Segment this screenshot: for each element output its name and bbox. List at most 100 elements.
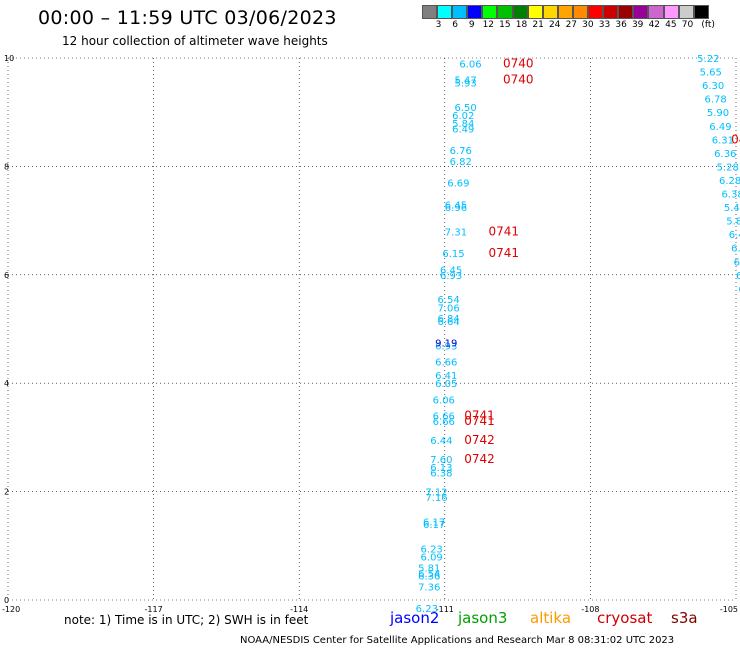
wave-height-value: 6.75	[736, 271, 740, 282]
color-scale-label: 6	[452, 20, 458, 30]
wave-height-value: 6.31	[712, 135, 734, 146]
credit-footer: NOAA/NESDIS Center for Satellite Applica…	[240, 635, 675, 646]
wave-height-value: 6.06	[433, 395, 455, 406]
wave-height-value: 9.19	[435, 339, 457, 350]
color-swatch	[618, 5, 634, 19]
wave-height-value: 5.28	[717, 162, 739, 173]
wave-height-value: 6.66	[435, 358, 457, 369]
wave-height-value: 6.17	[423, 520, 445, 531]
satellite-legend-jason3: jason3	[458, 609, 508, 627]
wave-height-value: 7.36	[418, 582, 440, 593]
wave-height-value: 6.05	[435, 379, 457, 390]
color-scale-label: 24	[548, 20, 561, 30]
wave-height-value: 6.54	[418, 569, 440, 580]
pass-time-label: 0741	[488, 246, 519, 260]
color-swatch	[482, 5, 498, 19]
wave-height-value: 6.61	[738, 284, 740, 295]
satellite-legend-s3a: s3a	[671, 609, 698, 627]
color-swatch	[693, 5, 709, 19]
color-scale-label: 36	[615, 20, 627, 30]
color-swatch	[512, 5, 528, 19]
color-scale-label: 27	[565, 20, 578, 30]
wave-height-value: 5.65	[700, 68, 722, 79]
wave-height-value: 6.23	[416, 604, 438, 615]
color-swatch	[467, 5, 483, 19]
satellite-legend-jason2: jason2	[390, 609, 440, 627]
wave-height-value: 6.12	[731, 244, 740, 255]
pass-time-label: 0742	[464, 433, 495, 447]
pass-time-label: 0741	[464, 414, 495, 428]
wave-height-value: 5.84	[452, 119, 474, 130]
wave-height-value: 6.06	[459, 59, 481, 70]
wave-height-value: 6.02	[452, 111, 474, 122]
wave-height-value: 6.45	[445, 200, 467, 211]
color-scale-label: 39	[631, 20, 644, 30]
y-tick-label: 0	[4, 596, 9, 605]
color-scale-swatches	[422, 5, 740, 19]
y-tick-label: 2	[4, 488, 9, 497]
wave-height-value: 6.13	[430, 463, 452, 474]
wave-height-value: 6.66	[433, 412, 455, 423]
x-tick-label: -108	[581, 605, 599, 614]
color-swatch	[452, 5, 468, 19]
wave-height-value: 6.66	[433, 417, 455, 428]
color-scale-labels: 3 6 9 12 15 18 21 24 27 30 33 36 39 42 45 70 (ft)	[422, 19, 740, 33]
wave-height-value: 5.47	[455, 76, 477, 87]
axis-ticks: -120 -117 -114 -111 -108 -105 0 2 4 6 8 10	[2, 54, 738, 614]
wave-height-value: 6.38	[721, 190, 740, 201]
wave-height-value: 6.41	[435, 371, 457, 382]
y-tick-label: 6	[4, 271, 9, 280]
color-scale-bar: 3 6 9 12 15 18 21 24 27 30 33 36 39 42 45 70 (ft)	[422, 5, 740, 33]
wave-height-value: 6.82	[450, 157, 472, 168]
color-swatch	[437, 5, 453, 19]
color-scale-label: 42	[648, 20, 661, 30]
x-tick-label: -120	[2, 605, 20, 614]
color-scale-label: 12	[482, 20, 495, 30]
wave-height-value: 7.06	[438, 303, 460, 314]
wave-height-value: 5.81	[418, 563, 440, 574]
x-tick-label: -111	[436, 605, 454, 614]
chart-subtitle: 12 hour collection of altimeter wave hei…	[62, 34, 328, 48]
y-tick-label: 4	[4, 379, 9, 388]
plot-grid	[7, 57, 737, 601]
color-swatch	[497, 5, 513, 19]
wave-height-value: 6.64	[438, 317, 460, 328]
wave-height-value: 6.36	[418, 572, 440, 583]
color-swatch	[633, 5, 649, 19]
wave-height-value: 6.49	[452, 124, 474, 135]
wave-height-value: 7.16	[425, 493, 447, 504]
wave-height-value: 6.09	[421, 553, 443, 564]
color-scale-label: 15	[499, 20, 511, 30]
pass-time-label: 0742	[464, 452, 495, 466]
wave-height-value: 6.36	[714, 149, 736, 160]
color-swatch	[588, 5, 604, 19]
color-scale-label: 33	[598, 20, 611, 30]
wave-height-value: 6.84	[438, 314, 460, 325]
wave-height-value: 5.93	[455, 78, 477, 89]
wave-height-value: 6.44	[430, 436, 452, 447]
color-swatch	[572, 5, 589, 19]
wave-height-value: 6.49	[709, 122, 731, 133]
pass-time-label: 0741	[464, 409, 495, 423]
color-swatch	[557, 5, 573, 19]
color-scale-label: 45	[665, 20, 677, 30]
wave-height-value: 6.15	[442, 249, 464, 260]
satellite-legend-cryosat: cryosat	[597, 609, 653, 627]
wave-height-value: 6.45	[440, 265, 462, 276]
x-tick-label: -114	[290, 605, 308, 614]
color-scale-label: 9	[468, 20, 475, 30]
wave-height-value: 6.54	[438, 295, 460, 306]
pass-time-label: 0740	[503, 73, 534, 87]
wave-height-value: 6.93	[440, 271, 462, 282]
color-swatch	[663, 5, 679, 19]
y-tick-label: 10	[4, 54, 14, 63]
wave-height-value: 6.38	[430, 469, 452, 480]
color-scale-label: (ft)	[701, 20, 715, 30]
footnote: note: 1) Time is in UTC; 2) SWH is in fe…	[64, 613, 309, 627]
wave-height-value: 6.30	[702, 81, 724, 92]
color-scale-label: 21	[532, 20, 544, 30]
chart-title: 00:00 – 11:59 UTC 03/06/2023	[38, 7, 337, 29]
color-scale-label: 3	[435, 20, 442, 30]
wave-height-value: 5.83	[726, 217, 740, 228]
